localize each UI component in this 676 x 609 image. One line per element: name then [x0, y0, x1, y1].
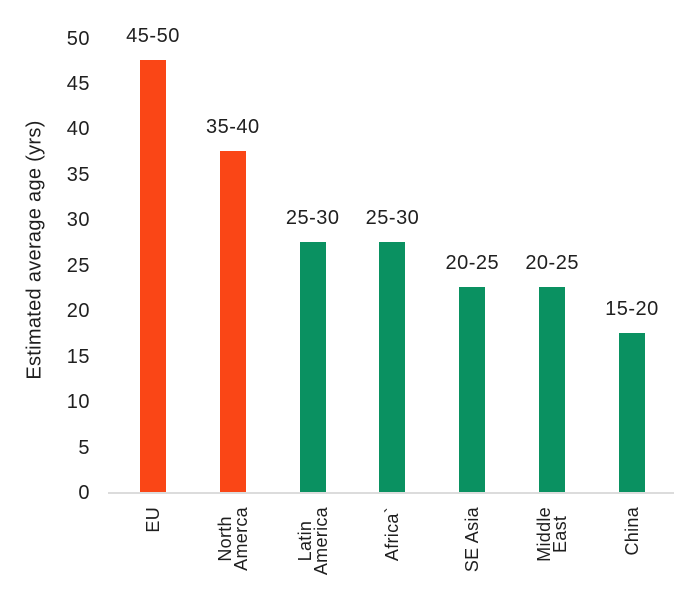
bar-value-label: 20-25	[525, 252, 579, 274]
y-axis-title: Estimated average age (yrs)	[23, 120, 46, 380]
category-label-line: EU	[143, 507, 163, 533]
category-label-text: SE Asia	[462, 507, 483, 573]
bar-value-label: 35-40	[206, 116, 260, 138]
category-label: EU	[143, 507, 171, 533]
category-label-line: China	[621, 507, 642, 556]
bar-value-label: 25-30	[365, 207, 420, 229]
y-tick-label: 5	[78, 436, 90, 459]
category-label-text: North Amerca	[215, 507, 251, 571]
category-label: Middle East	[534, 507, 591, 562]
category-label-text: Latin America	[295, 507, 331, 576]
bar	[219, 151, 246, 492]
x-axis-line	[108, 492, 674, 494]
category-label-line: Africa`	[382, 507, 403, 562]
category-label-text: China	[621, 507, 642, 556]
y-tick-label: 10	[66, 391, 90, 414]
bar	[618, 333, 645, 492]
y-tick-label: 20	[66, 300, 90, 323]
category-label-text: EU	[143, 507, 163, 533]
y-tick-label: 40	[66, 118, 90, 141]
bar-value-label: 45-50	[126, 25, 180, 47]
y-tick-label: 35	[66, 163, 90, 186]
category-label-line: America	[310, 507, 331, 576]
y-tick-label: 25	[66, 254, 90, 277]
category-label: North Amerca	[215, 507, 281, 571]
category-label-line: East	[550, 515, 571, 554]
y-tick-label: 45	[66, 72, 90, 95]
category-label: Africa`	[382, 507, 438, 561]
bar-value-label: 15-20	[605, 298, 659, 320]
category-label-text: Middle East	[534, 507, 571, 562]
y-tick-label: 15	[66, 345, 90, 368]
y-tick-label: 30	[66, 209, 90, 232]
y-tick-label: 50	[66, 27, 90, 50]
category-label-line: SE Asia	[462, 507, 483, 573]
bar	[299, 242, 326, 492]
category-label-text: Africa`	[382, 507, 403, 562]
bar	[379, 242, 406, 492]
bar	[140, 60, 166, 492]
bar-value-label: 20-25	[445, 252, 500, 274]
category-label: China	[622, 507, 673, 556]
bar	[459, 287, 486, 492]
bar	[539, 287, 566, 492]
category-label: SE Asia	[462, 507, 529, 572]
category-label: Latin America	[295, 507, 365, 575]
bar-value-label: 25-30	[285, 207, 340, 229]
category-label-line: Amerca	[230, 507, 251, 571]
y-tick-label: 0	[78, 482, 90, 504]
